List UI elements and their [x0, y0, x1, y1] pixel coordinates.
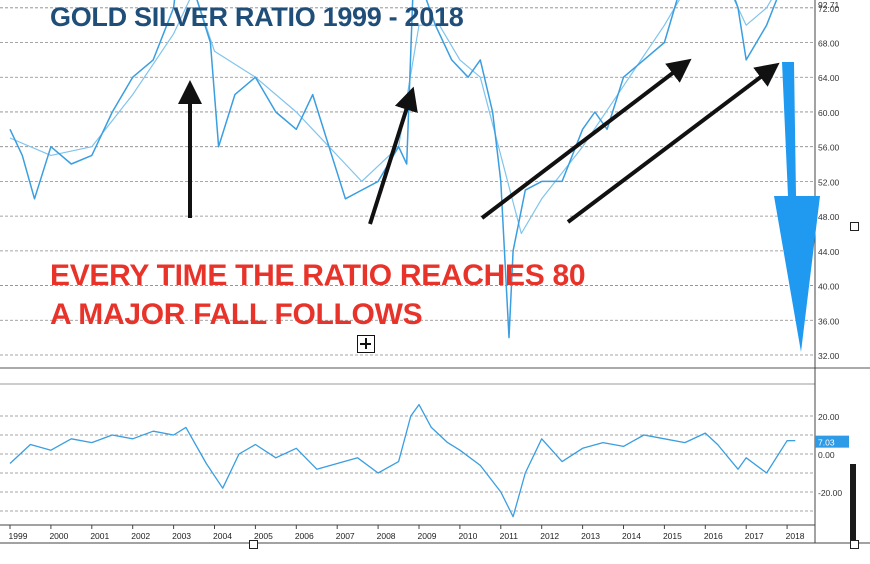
page-title: GOLD SILVER RATIO 1999 - 2018: [50, 2, 464, 32]
x-tick-label: 2008: [377, 531, 396, 541]
oscillator-panel-grid: [0, 415, 815, 512]
annotation-line-2: A MAJOR FALL FOLLOWS: [50, 298, 423, 331]
osc-y-tick-label: 0.00: [818, 450, 835, 460]
y-tick-label: 56.00: [818, 143, 840, 153]
x-tick-label: 2000: [49, 531, 68, 541]
forecast-down-arrow: [774, 62, 820, 352]
trend-arrows: [178, 58, 820, 352]
osc-last-value-flag: 7.03: [818, 438, 835, 448]
x-tick-label: 2005: [254, 531, 273, 541]
oscillator-panel-series: [9, 403, 796, 518]
arrow-2018-peak: [566, 62, 780, 224]
y-tick-label: 92.71: [818, 0, 840, 10]
x-tick-label: 2003: [172, 531, 191, 541]
y-tick-label: 68.00: [818, 39, 840, 49]
osc-last-value-flag-bg: [815, 435, 849, 448]
y-tick-label: 48.00: [818, 212, 840, 222]
axis-labels: 92.7188.0084.0072.0068.0064.0060.0056.00…: [815, 0, 849, 498]
x-tick-label: 2002: [131, 531, 150, 541]
x-tick-label: 2004: [213, 531, 232, 541]
x-tick-label: 2006: [295, 531, 314, 541]
ratio-line: [9, 0, 778, 339]
x-tick-label: 1999: [9, 531, 28, 541]
main-panel-grid: [0, 0, 870, 543]
annotation-line-1: EVERY TIME THE RATIO REACHES 80: [50, 259, 586, 292]
x-tick-label: 2017: [745, 531, 764, 541]
y-tick-label: 32.00: [818, 351, 840, 361]
crosshair-icon[interactable]: [357, 335, 375, 353]
arrow-2008-peak: [368, 86, 418, 225]
y-tick-label: 72.00: [818, 4, 840, 14]
x-tick-label: 2014: [622, 531, 641, 541]
x-tick-label: 2010: [458, 531, 477, 541]
x-tick-label: 2011: [500, 531, 519, 541]
x-axis-labels: 1999 2000 2001 2002 2003 2004 2005 2006 2007 2008…: [0, 525, 870, 544]
y-tick-label: 64.00: [818, 73, 840, 83]
x-tick-label: 2018: [786, 531, 805, 541]
x-tick-label: 2015: [663, 531, 682, 541]
arrow-2016-peak: [480, 58, 692, 220]
main-panel-series: [9, 0, 778, 339]
resize-handle-bottom[interactable]: [249, 540, 258, 549]
osc-y-tick-label: 20.00: [818, 412, 840, 422]
x-tick-label: 2012: [540, 531, 559, 541]
y-tick-label: 40.00: [818, 282, 840, 292]
moving-average-line: [9, 0, 772, 235]
y-tick-label: 60.00: [818, 108, 840, 118]
oscillator-line: [9, 403, 796, 518]
x-tick-label: 2001: [90, 531, 109, 541]
x-tick-label: 2013: [581, 531, 600, 541]
resize-handle-corner[interactable]: [850, 540, 859, 549]
osc-y-tick-label: -20.00: [818, 488, 842, 498]
y-tick-label: 52.00: [818, 177, 840, 187]
y-tick-label: 36.00: [818, 316, 840, 326]
x-tick-label: 2007: [336, 531, 355, 541]
resize-handle-right[interactable]: [850, 222, 859, 231]
x-tick-label: 2016: [704, 531, 723, 541]
x-tick-label: 2009: [418, 531, 437, 541]
y-tick-label: 44.00: [818, 247, 840, 257]
right-scrollbar[interactable]: [850, 464, 856, 540]
